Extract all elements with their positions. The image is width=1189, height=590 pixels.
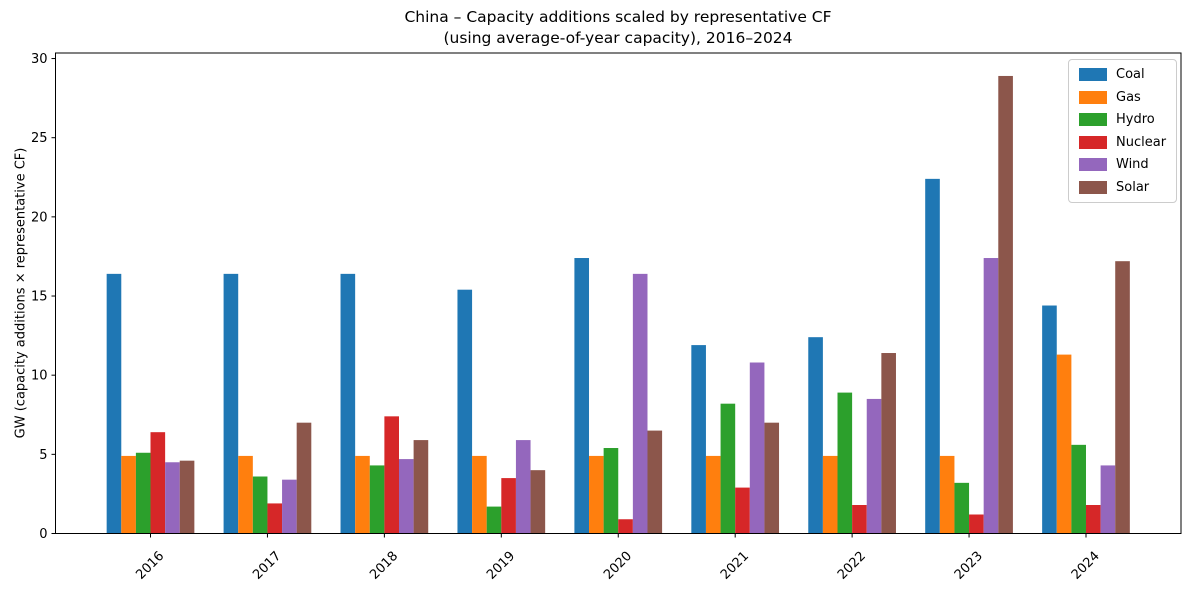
bar-hydro-2021	[720, 403, 736, 534]
bar-coal-2017	[223, 273, 239, 534]
bar-gas-2021	[705, 455, 721, 534]
legend-item-nuclear: Nuclear	[1079, 135, 1166, 150]
bar-gas-2017	[238, 455, 253, 534]
x-tick-label: 2022	[835, 549, 869, 583]
legend-item-coal: Coal	[1079, 67, 1166, 82]
bar-solar-2019	[530, 470, 546, 534]
bar-solar-2018	[413, 440, 429, 534]
bar-gas-2020	[589, 455, 604, 534]
y-tick-label: 30	[31, 52, 48, 67]
x-tick-label: 2021	[718, 549, 752, 583]
chart-title-line1: China – Capacity additions scaled by rep…	[404, 8, 832, 26]
legend-item-wind: Wind	[1079, 157, 1166, 172]
bar-hydro-2020	[603, 448, 619, 534]
bar-coal-2023	[925, 178, 940, 534]
bar-gas-2022	[822, 455, 838, 534]
bar-hydro-2018	[369, 465, 385, 534]
legend-label: Nuclear	[1116, 134, 1167, 150]
legend-swatch-wind	[1079, 158, 1107, 171]
legend-label: Hydro	[1116, 112, 1155, 127]
bar-nuclear-2022	[852, 505, 867, 534]
x-tick-label: 2017	[250, 549, 284, 583]
bar-solar-2022	[881, 353, 896, 534]
y-tick-label: 15	[31, 290, 48, 305]
bar-coal-2024	[1042, 305, 1057, 534]
legend: Coal Gas Hydro Nuclear Wind Solar	[1068, 59, 1178, 203]
y-tick-label: 0	[39, 527, 47, 542]
bar-hydro-2022	[837, 392, 853, 534]
bar-nuclear-2020	[618, 519, 633, 534]
x-tick-label: 2018	[367, 549, 401, 583]
x-tick-label: 2024	[1069, 549, 1103, 583]
x-tick-label: 2019	[484, 549, 518, 583]
y-axis-label: GW (capacity additions × representative …	[13, 147, 29, 439]
bar-coal-2020	[574, 258, 590, 534]
x-tick-label: 2016	[133, 549, 167, 583]
bar-nuclear-2018	[384, 416, 399, 534]
bar-wind-2022	[866, 398, 882, 534]
bar-gas-2024	[1056, 354, 1072, 534]
bar-wind-2021	[749, 362, 765, 534]
bar-solar-2020	[647, 430, 663, 534]
bar-nuclear-2017	[267, 503, 283, 534]
bar-hydro-2017	[252, 476, 268, 534]
bar-wind-2019	[515, 440, 531, 534]
bar-solar-2017	[296, 422, 312, 534]
bar-coal-2016	[106, 273, 122, 534]
legend-label: Solar	[1116, 179, 1150, 195]
bar-coal-2021	[691, 345, 706, 534]
bar-solar-2016	[179, 460, 195, 534]
bar-nuclear-2019	[501, 478, 516, 534]
bar-nuclear-2024	[1085, 505, 1101, 534]
legend-label: Coal	[1116, 67, 1145, 82]
bar-wind-2023	[983, 258, 999, 534]
bar-gas-2018	[355, 455, 370, 534]
bar-coal-2022	[808, 337, 823, 534]
bar-nuclear-2023	[969, 514, 984, 534]
bar-nuclear-2021	[735, 487, 750, 534]
legend-item-gas: Gas	[1079, 90, 1166, 105]
bar-gas-2019	[472, 455, 487, 534]
bar-wind-2017	[282, 479, 297, 534]
chart-title-line2: (using average-of-year capacity), 2016–2…	[443, 29, 793, 47]
bar-gas-2016	[121, 455, 136, 534]
x-tick-label: 2020	[601, 549, 635, 583]
legend-item-hydro: Hydro	[1079, 112, 1166, 127]
legend-label: Gas	[1116, 89, 1141, 105]
legend-swatch-nuclear	[1079, 135, 1107, 149]
bar-wind-2016	[165, 462, 180, 534]
legend-swatch-coal	[1079, 68, 1107, 81]
bar-gas-2023	[939, 455, 955, 534]
legend-swatch-hydro	[1079, 113, 1107, 126]
chart-title: China – Capacity additions scaled by rep…	[55, 7, 1181, 49]
legend-swatch-gas	[1079, 90, 1107, 104]
bar-nuclear-2016	[150, 432, 166, 534]
y-tick-label: 10	[31, 369, 48, 384]
x-tick-label: 2023	[952, 549, 986, 583]
bar-hydro-2019	[486, 506, 502, 534]
bar-solar-2021	[764, 422, 780, 534]
bar-hydro-2016	[135, 452, 151, 534]
bar-wind-2020	[632, 273, 648, 534]
bar-solar-2024	[1115, 261, 1130, 534]
legend-item-solar: Solar	[1079, 180, 1166, 195]
bar-solar-2023	[998, 75, 1013, 534]
bar-wind-2024	[1100, 465, 1116, 534]
bar-wind-2018	[399, 459, 414, 534]
legend-label: Wind	[1116, 157, 1149, 172]
bar-coal-2018	[340, 273, 356, 534]
bar-hydro-2023	[954, 482, 970, 534]
y-tick-label: 20	[31, 210, 48, 225]
legend-swatch-solar	[1079, 180, 1107, 194]
bar-hydro-2024	[1071, 444, 1086, 534]
y-tick-label: 25	[31, 131, 48, 146]
bar-coal-2019	[457, 289, 473, 534]
y-tick-label: 5	[39, 448, 47, 463]
